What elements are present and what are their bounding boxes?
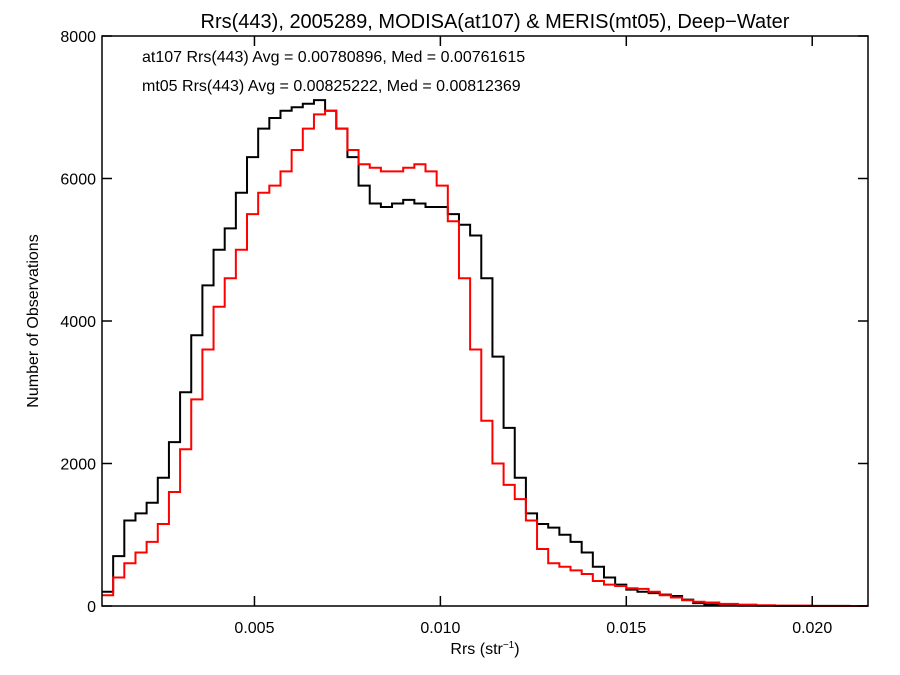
x-tick-label: 0.015	[606, 620, 646, 637]
series-layer	[102, 99, 868, 607]
y-tick-label: 2000	[60, 457, 96, 474]
y-tick-label: 8000	[60, 29, 96, 46]
x-tick-label: 0.010	[420, 620, 460, 637]
x-axis-label-sup: −1	[503, 640, 515, 651]
series-line-1	[102, 109, 868, 607]
y-axis: 0 2000 4000 6000 8000	[60, 29, 868, 616]
chart-title: Rrs(443), 2005289, MODISA(at107) & MERIS…	[201, 11, 790, 33]
y-tick-label: 4000	[60, 314, 96, 331]
x-tick-label: 0.020	[792, 620, 832, 637]
x-axis: 0.005 0.010 0.015 0.020	[234, 36, 832, 637]
x-tick-label: 0.005	[234, 620, 274, 637]
y-axis-label: Number of Observations	[25, 234, 42, 407]
x-axis-label: Rrs (str−1)	[450, 640, 519, 658]
annotation-mt05: mt05 Rrs(443) Avg = 0.00825222, Med = 0.…	[142, 78, 521, 95]
y-tick-label: 6000	[60, 172, 96, 189]
annotation-at107: at107 Rrs(443) Avg = 0.00780896, Med = 0…	[142, 49, 525, 66]
x-axis-label-base: Rrs (str	[450, 641, 503, 658]
x-axis-label-close: )	[514, 641, 519, 658]
y-tick-label: 0	[87, 599, 96, 616]
